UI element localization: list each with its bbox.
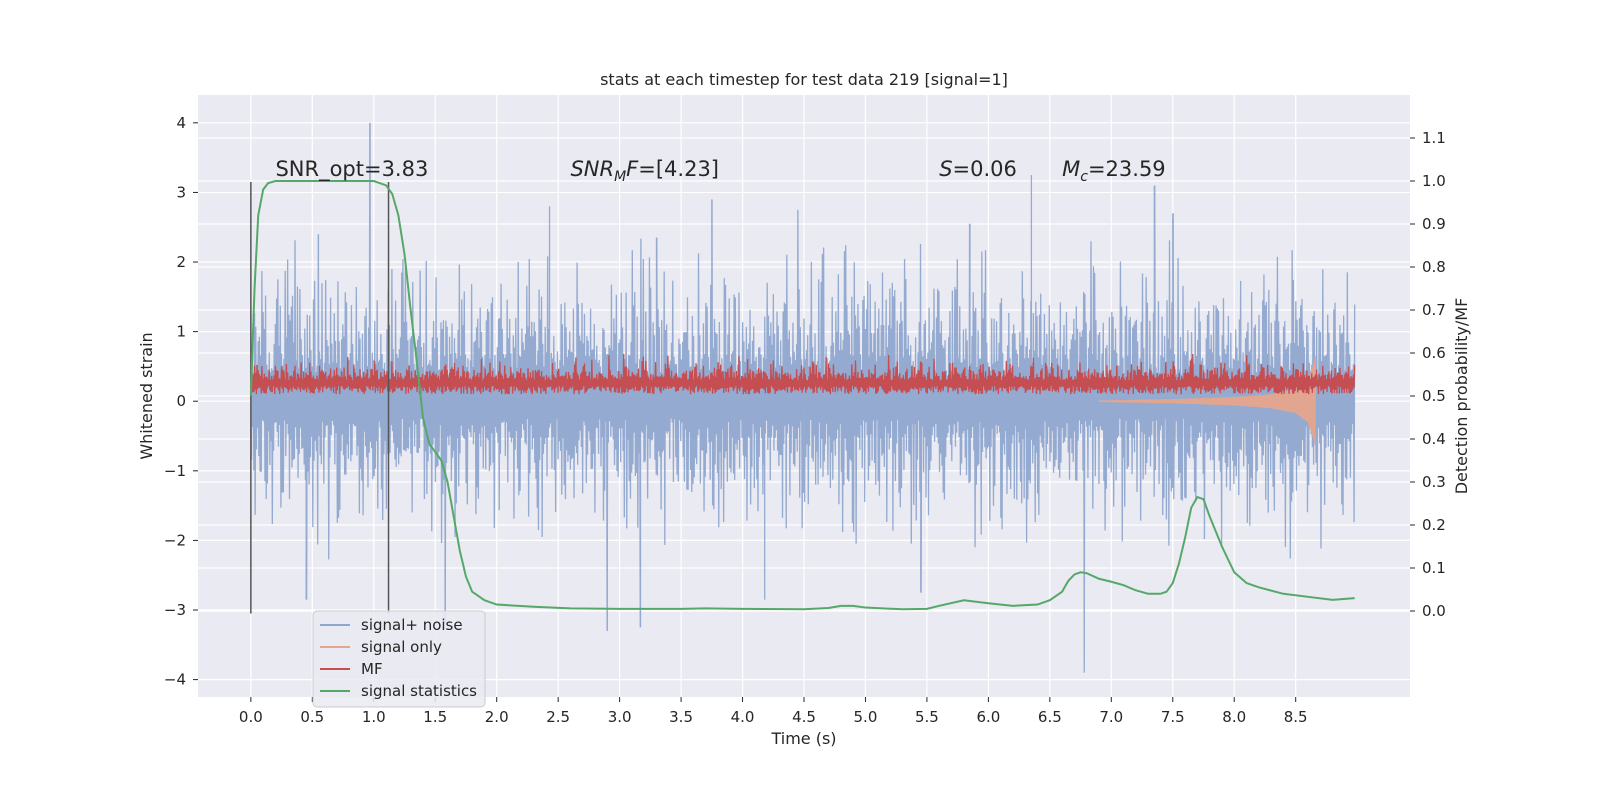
y-tick-label-6: 2 <box>176 253 186 271</box>
legend: signal+ noise signal only MF signal statist… <box>312 610 486 708</box>
x-tick-label-17: 8.5 <box>1284 708 1308 726</box>
x-tick-label-13: 6.5 <box>1038 708 1062 726</box>
y-ticks-right: 0.0 0.1 0.2 0.3 0.4 0.5 0.6 0.7 0.8 0.9 1.0 1.1 <box>1410 129 1446 620</box>
y-right-tick-label-11: 1.1 <box>1422 129 1446 147</box>
y-right-tick-label-1: 0.1 <box>1422 559 1446 577</box>
legend-label-signal_only: signal only <box>361 638 442 656</box>
x-tick-label-12: 6.0 <box>976 708 1000 726</box>
legend-label-statistics: signal statistics <box>361 682 477 700</box>
legend-label-noise: signal+ noise <box>361 616 463 634</box>
annotations: SNR_opt=3.83 SNRMF=[4.23] S=0.06 Mc=23.59 <box>275 157 1165 185</box>
y-tick-label-7: 3 <box>176 183 186 201</box>
x-tick-label-14: 7.0 <box>1099 708 1123 726</box>
legend-label-mf: MF <box>361 660 383 678</box>
x-tick-label-4: 2.0 <box>485 708 509 726</box>
x-tick-label-11: 5.5 <box>915 708 939 726</box>
x-tick-label-0: 0.0 <box>239 708 263 726</box>
y-tick-label-5: 1 <box>176 323 186 341</box>
x-tick-label-7: 3.5 <box>669 708 693 726</box>
annotation-snr_opt: SNR_opt=3.83 <box>275 157 428 182</box>
y-right-tick-label-8: 0.8 <box>1422 258 1446 276</box>
y-axis-label: Whitened strain <box>137 332 156 459</box>
y-right-tick-label-3: 0.3 <box>1422 473 1446 491</box>
y-right-tick-label-6: 0.6 <box>1422 344 1446 362</box>
series-signal-statistics <box>249 180 1355 611</box>
y-tick-label-2: −2 <box>164 531 186 549</box>
x-axis-label: Time (s) <box>770 729 836 748</box>
y-right-tick-label-10: 1.0 <box>1422 172 1446 190</box>
series-mf <box>250 353 1356 395</box>
plot-area <box>198 95 1410 697</box>
y-tick-label-8: 4 <box>176 114 186 132</box>
y-right-tick-label-7: 0.7 <box>1422 301 1446 319</box>
y-right-tick-label-0: 0.0 <box>1422 602 1446 620</box>
y-axis-label-right: Detection probability/MF <box>1452 298 1471 495</box>
x-tick-label-2: 1.0 <box>362 708 386 726</box>
y-ticks: −4 −3 −2 −1 0 1 2 3 4 <box>164 114 198 689</box>
annotation-s: S=0.06 <box>939 157 1017 181</box>
y-right-tick-label-9: 0.9 <box>1422 215 1446 233</box>
y-tick-label-4: 0 <box>176 392 186 410</box>
y-tick-label-1: −3 <box>164 601 186 619</box>
legend-box <box>312 610 486 708</box>
annotation-snr_mf: SNRMF=[4.23] <box>570 157 719 185</box>
chart-title: stats at each timestep for test data 219… <box>600 70 1008 89</box>
y-tick-label-0: −4 <box>164 671 186 689</box>
x-tick-label-3: 1.5 <box>423 708 447 726</box>
x-tick-label-10: 5.0 <box>854 708 878 726</box>
y-tick-label-3: −1 <box>164 462 186 480</box>
x-tick-label-5: 2.5 <box>546 708 570 726</box>
x-tick-label-15: 7.5 <box>1161 708 1185 726</box>
x-tick-label-16: 8.0 <box>1222 708 1246 726</box>
x-tick-label-1: 0.5 <box>300 708 324 726</box>
y-right-tick-label-2: 0.2 <box>1422 516 1446 534</box>
x-tick-label-9: 4.5 <box>792 708 816 726</box>
y-right-tick-label-5: 0.5 <box>1422 387 1446 405</box>
x-tick-label-6: 3.0 <box>608 708 632 726</box>
series-signal-noise <box>250 122 1356 673</box>
annotation-mc: Mc=23.59 <box>1062 157 1166 185</box>
x-tick-label-8: 4.0 <box>731 708 755 726</box>
x-ticks: 0.0 0.5 1.0 1.5 2.0 2.5 3.0 3.5 4.0 4.5 5.0 5.5 6.0 6… <box>239 697 1308 726</box>
y-right-tick-label-4: 0.4 <box>1422 430 1446 448</box>
